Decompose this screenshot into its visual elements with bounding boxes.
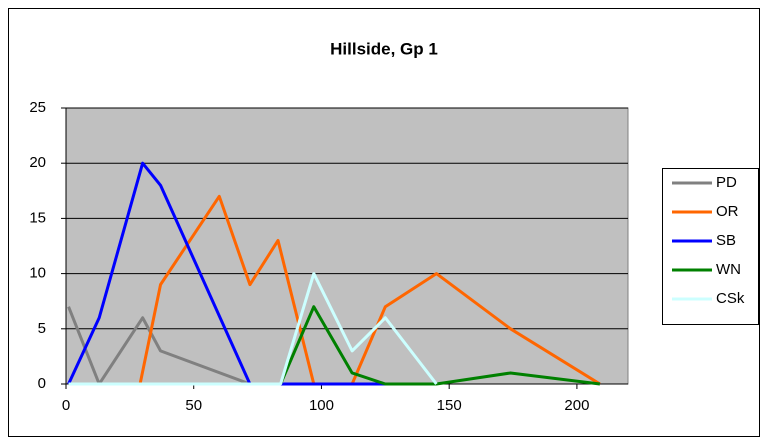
x-tick-label: 0 (62, 397, 70, 414)
y-tick-label: 15 (29, 209, 46, 226)
x-tick-label: 200 (564, 397, 589, 414)
y-tick-label: 25 (29, 99, 46, 116)
x-tick-label: 50 (185, 397, 202, 414)
y-tick-label: 5 (38, 320, 46, 337)
chart-title: Hillside, Gp 1 (330, 39, 438, 58)
x-tick-label: 100 (309, 397, 334, 414)
y-tick-label: 0 (38, 375, 46, 392)
series-line (68, 272, 438, 386)
legend-label: CSk (716, 290, 745, 307)
x-tick-label: 150 (437, 397, 462, 414)
series-line (68, 194, 601, 386)
y-tick-label: 10 (29, 265, 46, 282)
y-tick-label: 20 (29, 154, 46, 171)
legend-label: PD (716, 174, 737, 191)
series-line (279, 305, 601, 386)
series-line (67, 306, 251, 386)
legend-label: WN (716, 261, 741, 278)
legend-label: OR (716, 203, 739, 220)
legend-label: SB (716, 232, 736, 249)
